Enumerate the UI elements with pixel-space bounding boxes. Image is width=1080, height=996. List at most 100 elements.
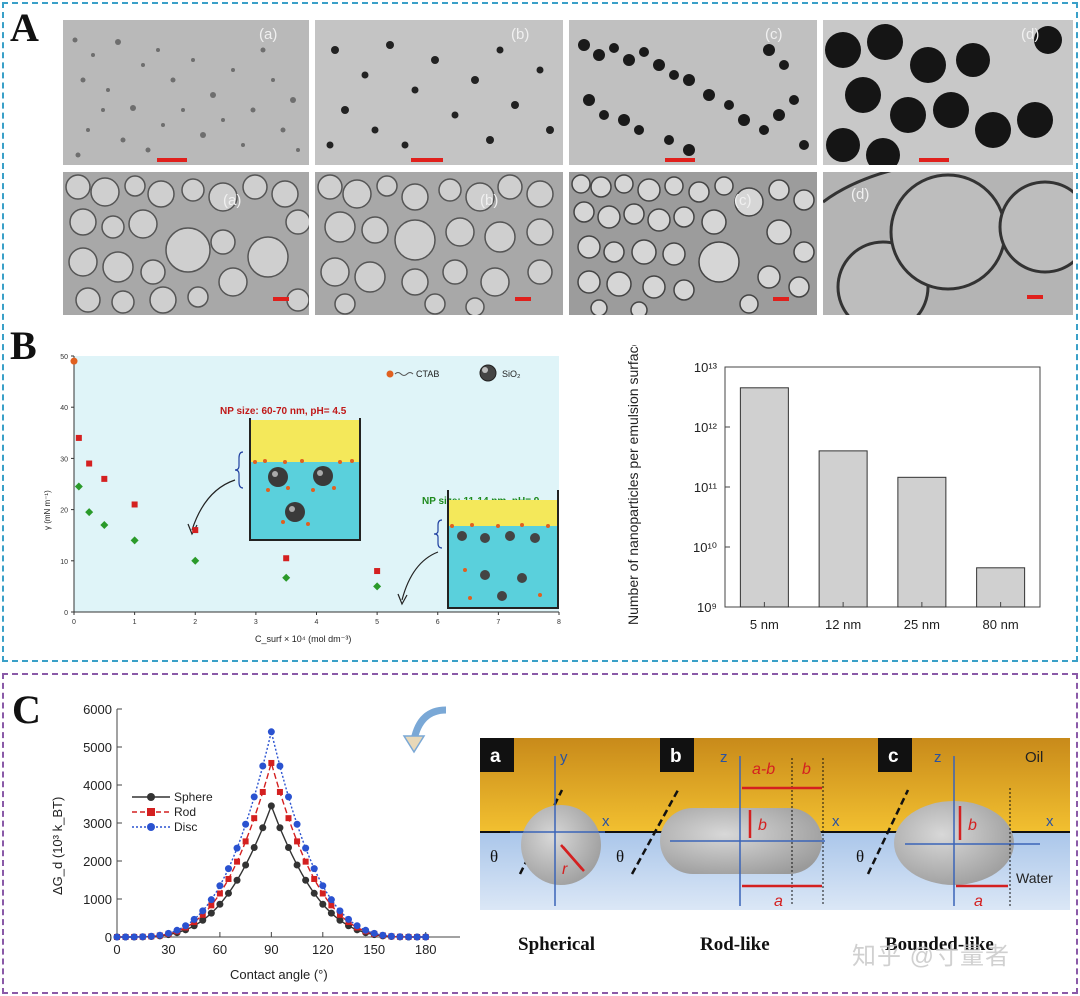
annotation-red: NP size: 60-70 nm, pH= 4.5 xyxy=(220,406,347,417)
marker-disc xyxy=(190,915,198,923)
scatter-point-green xyxy=(282,573,291,582)
scatter-x-label: C_surf × 10⁴ (mol dm⁻³) xyxy=(255,634,351,644)
label-a-minus-b: a-b xyxy=(752,761,775,778)
image-label: (c) xyxy=(765,26,783,43)
line-x-tick-label: 60 xyxy=(213,942,227,957)
scale-bar xyxy=(1027,295,1043,299)
scatter-y-tick-label: 30 xyxy=(60,456,68,463)
marker-sphere xyxy=(199,916,207,924)
emulsion-image-c: (c) xyxy=(569,172,817,315)
axis-x-c: x xyxy=(1046,813,1054,830)
detachment-energy-chart: 0 30 60 90 120 150 180 0 1000 2000 3000 4000 5000 600… xyxy=(40,695,470,990)
scatter-point-red xyxy=(374,568,381,575)
marker-sphere xyxy=(302,876,310,884)
image-label: (a) xyxy=(259,26,278,43)
label-b-c: b xyxy=(968,817,977,834)
line-y-tick-label: 2000 xyxy=(83,854,112,869)
scatter-y-tick-label: 10 xyxy=(60,559,68,566)
marker-disc xyxy=(422,933,430,941)
marker-disc xyxy=(387,932,395,940)
marker-rod xyxy=(336,911,343,918)
label-b-top: b xyxy=(802,761,811,778)
scatter-x-tick-label: 8 xyxy=(557,619,561,626)
marker-rod xyxy=(268,759,275,766)
marker-sphere xyxy=(285,843,292,851)
scatter-point-green xyxy=(191,556,200,565)
line-y-tick-label: 5000 xyxy=(83,740,112,755)
marker-disc xyxy=(362,926,370,934)
theta-c: θ xyxy=(856,847,864,866)
bar-category-label: 5 nm xyxy=(750,617,779,632)
marker-sphere xyxy=(259,824,267,832)
bar xyxy=(897,476,947,608)
scatter-point-red xyxy=(192,527,199,534)
tem-image-c: (c) xyxy=(569,20,817,165)
scatter-point-red xyxy=(86,460,93,467)
panel-label-a: A xyxy=(10,5,39,50)
scatter-point-green xyxy=(373,582,382,591)
marker-disc xyxy=(370,929,378,937)
marker-disc xyxy=(199,907,207,915)
bar-category-label: 12 nm xyxy=(825,617,861,632)
caption-spherical: Spherical xyxy=(518,934,596,955)
legend-ctab: CTAB xyxy=(416,369,439,379)
emulsion-image-a: (a) xyxy=(63,172,309,315)
marker-rod xyxy=(225,875,232,882)
bar-y-tick-label: 10¹² xyxy=(694,420,718,435)
marker-disc xyxy=(207,896,215,904)
axis-x-a: x xyxy=(602,813,610,830)
beaker-large-np xyxy=(187,418,361,541)
marker-disc xyxy=(302,844,310,852)
legend-disc: Disc xyxy=(174,820,197,834)
marker-disc xyxy=(285,793,292,801)
watermark: 知乎 @寸量者 xyxy=(852,943,1011,970)
marker-sphere xyxy=(216,900,224,908)
marker-disc xyxy=(130,933,138,941)
scatter-x-tick-label: 0 xyxy=(72,619,76,626)
caption-bounded-like: Bounded-like xyxy=(885,934,994,955)
scatter-x-tick-label: 4 xyxy=(315,619,319,626)
scatter-y-tick-label: 40 xyxy=(60,405,68,412)
emulsion-image-b: (b) xyxy=(315,172,563,315)
marker-rod xyxy=(251,815,258,822)
panel-label-b: B xyxy=(10,323,37,368)
scatter-point-green xyxy=(85,508,94,517)
beaker-small-np xyxy=(397,490,559,609)
marker-disc xyxy=(233,844,241,852)
tem-image-d: (d) xyxy=(823,20,1073,165)
marker-rod xyxy=(294,838,301,845)
marker-sphere xyxy=(327,909,335,917)
bar-y-label: Number of nanoparticles per emulsion sur… xyxy=(625,345,641,625)
label-b-vertical: b xyxy=(758,817,767,834)
scatter-point-green xyxy=(74,482,83,491)
marker-sphere xyxy=(336,916,344,924)
theta-b: θ xyxy=(616,847,624,866)
marker-disc xyxy=(276,762,284,770)
line-y-tick-label: 1000 xyxy=(83,892,112,907)
label-a-bottom: a xyxy=(774,893,783,910)
marker-rod xyxy=(234,858,241,865)
water-label: Water xyxy=(1016,870,1053,886)
image-label: (c) xyxy=(734,192,752,209)
image-label: (d) xyxy=(1021,26,1040,43)
marker-disc xyxy=(413,933,421,941)
marker-disc xyxy=(250,793,258,801)
scatter-y-tick-label: 0 xyxy=(64,610,68,617)
bar xyxy=(818,450,868,608)
axis-z-c: z xyxy=(934,749,942,766)
scatter-point-red xyxy=(283,555,290,562)
panel-ab-frame xyxy=(2,2,1078,662)
marker-sphere xyxy=(319,900,327,908)
scatter-y-label: γ (mN m⁻¹) xyxy=(43,490,52,530)
marker-disc xyxy=(224,865,232,873)
marker-sphere xyxy=(267,802,275,810)
marker-disc xyxy=(156,931,164,939)
marker-rod xyxy=(208,902,215,909)
marker-disc xyxy=(164,929,172,937)
line-y-tick-label: 4000 xyxy=(83,778,112,793)
scatter-y-tick-label: 20 xyxy=(60,508,68,515)
marker-disc xyxy=(379,931,387,939)
scale-bar xyxy=(411,158,443,162)
line-x-label: Contact angle (°) xyxy=(230,967,328,982)
marker-disc xyxy=(293,820,301,828)
